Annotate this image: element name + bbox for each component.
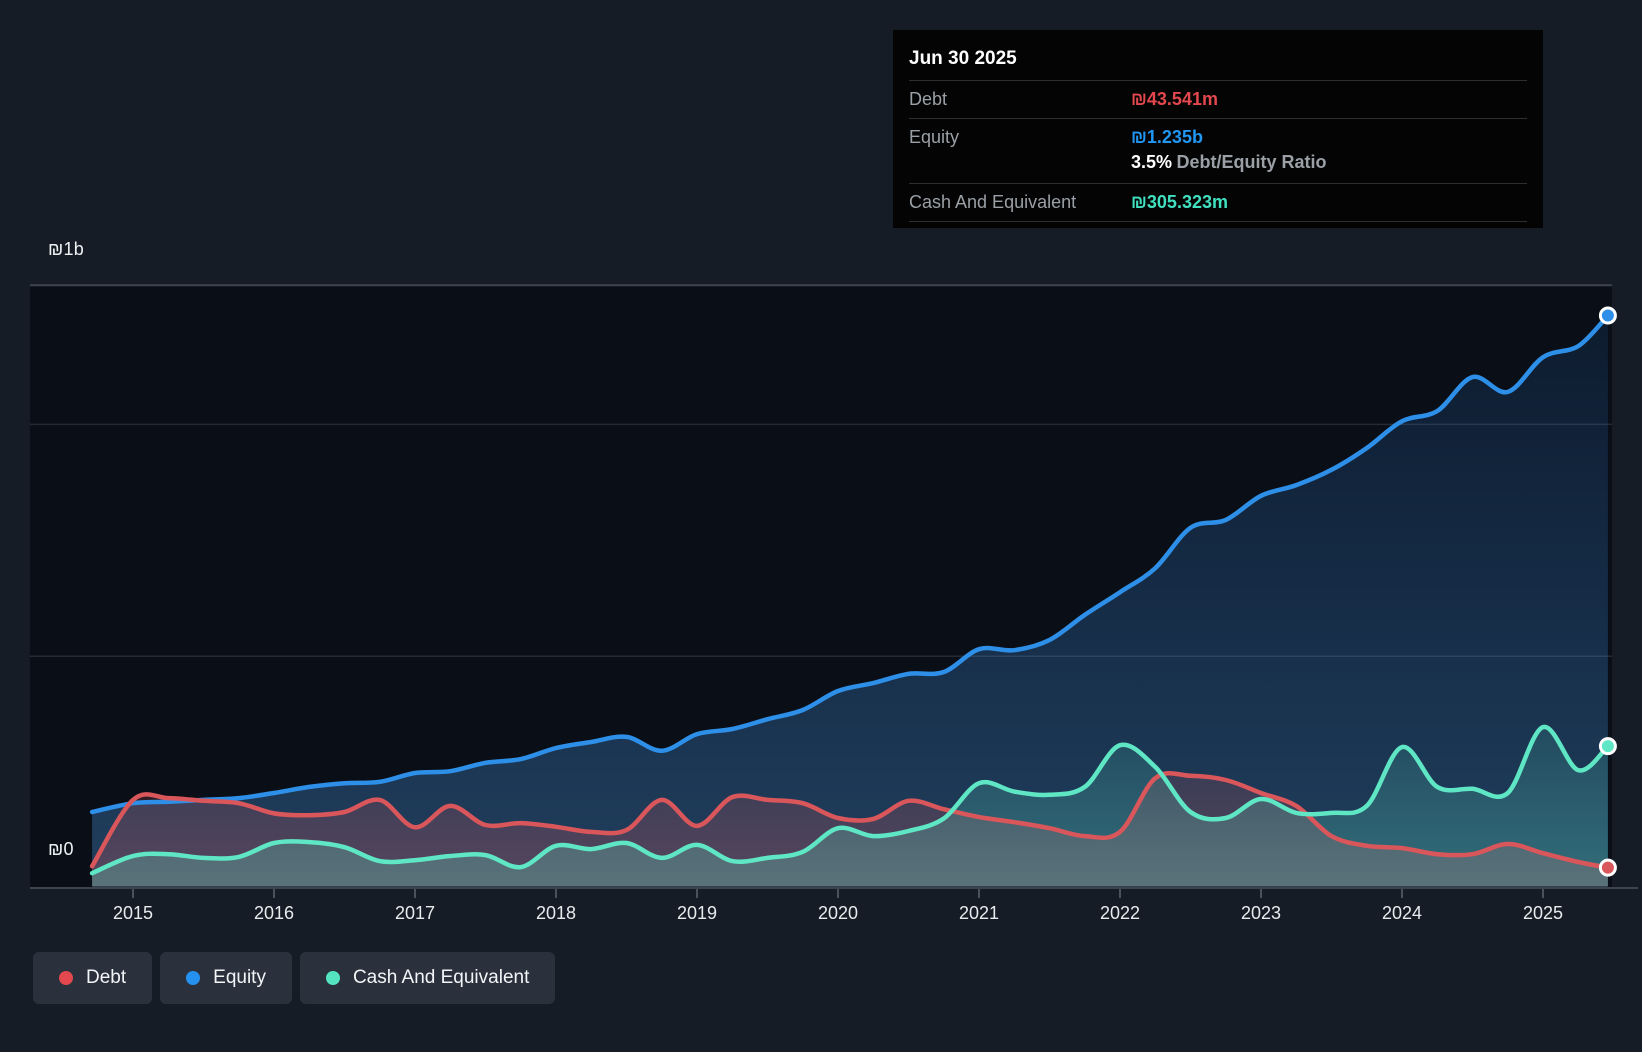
chart-legend: Debt Equity Cash And Equivalent xyxy=(33,952,556,1004)
legend-label: Equity xyxy=(213,967,266,988)
legend-label: Cash And Equivalent xyxy=(352,967,530,988)
tooltip-debt-value: ₪43.541m xyxy=(1131,89,1218,109)
equity-area xyxy=(92,315,1608,887)
equity-endpoint-dot xyxy=(1598,306,1617,325)
tooltip-cash-value: ₪305.323m xyxy=(1131,192,1228,212)
tooltip-cash-label: Cash And Equivalent xyxy=(909,192,1077,212)
cash-and-equivalent-endpoint-dot xyxy=(1598,737,1617,756)
tooltip-debt-label: Debt xyxy=(909,89,948,109)
tooltip-ratio-value: 3.5% xyxy=(1131,152,1173,172)
x-axis-label-2016: 2016 xyxy=(253,903,295,923)
legend-toggle-equity[interactable]: Equity xyxy=(160,952,292,1004)
legend-dot-icon xyxy=(59,971,73,985)
legend-toggle-cash-and-equivalent[interactable]: Cash And Equivalent xyxy=(299,952,556,1004)
x-axis-label-2021: 2021 xyxy=(958,903,1000,923)
debt-endpoint-dot xyxy=(1598,858,1617,877)
x-axis-label-2018: 2018 xyxy=(535,903,577,923)
legend-dot-icon xyxy=(325,971,340,985)
x-axis-label-2024: 2024 xyxy=(1381,903,1423,923)
tooltip-date: Jun 30 2025 xyxy=(909,40,1527,81)
tooltip-equity-label: Equity xyxy=(909,127,960,147)
legend-label: Debt xyxy=(86,967,127,988)
tooltip-row-ratio: 3.5% Debt/Equity Ratio xyxy=(909,150,1527,184)
cash-and-equivalent-line xyxy=(89,724,1611,876)
x-axis-label-2019: 2019 xyxy=(676,903,718,923)
cash-and-equivalent-area xyxy=(92,726,1608,887)
tooltip-row-debt: Debt ₪43.541m xyxy=(909,81,1527,119)
tooltip-equity-value: ₪1.235b xyxy=(1131,127,1203,147)
y-axis-label-0: ₪0 xyxy=(48,839,74,859)
x-axis-label-2025: 2025 xyxy=(1522,903,1564,923)
x-axis-year-labels: 2015 2016 2017 2018 2019 2020 2021 2022 2023 2024… xyxy=(0,903,1642,933)
x-axis-label-2023: 2023 xyxy=(1240,903,1282,923)
debt-line xyxy=(89,770,1611,870)
equity-line xyxy=(89,313,1611,815)
x-axis-label-2015: 2015 xyxy=(112,903,154,923)
tooltip-row-equity: Equity ₪1.235b xyxy=(909,119,1527,150)
tooltip-row-cash: Cash And Equivalent ₪305.323m xyxy=(909,184,1527,222)
legend-toggle-debt[interactable]: Debt xyxy=(33,952,153,1004)
chart-tooltip: Jun 30 2025 Debt ₪43.541m Equity ₪1.235b… xyxy=(893,30,1543,228)
x-axis-label-2020: 2020 xyxy=(817,903,859,923)
tooltip-ratio-label: Debt/Equity Ratio xyxy=(1176,152,1327,172)
x-axis-label-2022: 2022 xyxy=(1099,903,1141,923)
legend-dot-icon xyxy=(186,971,201,985)
y-axis-label-1b: ₪1b xyxy=(48,239,84,259)
x-axis-label-2017: 2017 xyxy=(394,903,436,923)
tooltip-ratio: 3.5% Debt/Equity Ratio xyxy=(1131,152,1527,173)
